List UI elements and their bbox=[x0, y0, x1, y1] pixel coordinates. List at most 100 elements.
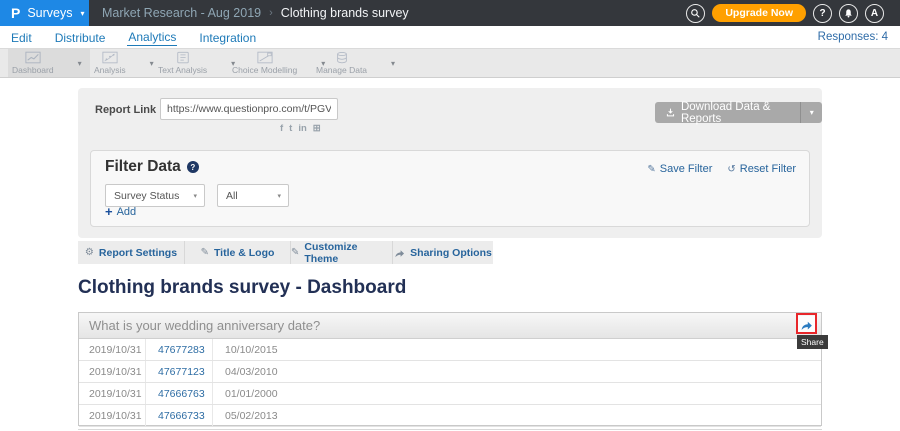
table-row: 2019/10/31 47677123 04/03/2010 bbox=[79, 361, 821, 383]
search-icon bbox=[691, 8, 700, 18]
tab-label: Title & Logo bbox=[213, 246, 275, 259]
tab-title-logo[interactable]: ✎ Title & Logo bbox=[185, 241, 291, 264]
dashboard-dropdown-caret[interactable]: ▾ bbox=[77, 58, 82, 68]
breadcrumb: Market Research - Aug 2019 › Clothing br… bbox=[102, 6, 409, 20]
avatar[interactable]: A bbox=[865, 3, 884, 23]
choice-modelling-dropdown-caret[interactable]: ▾ bbox=[321, 58, 326, 68]
response-id-link[interactable]: 47666733 bbox=[146, 405, 213, 426]
nav-tab-integration[interactable]: Integration bbox=[199, 30, 257, 45]
share-icon bbox=[395, 249, 405, 257]
chevron-down-icon: ▾ bbox=[80, 8, 85, 18]
toolbar-item-text-analysis[interactable]: Text Analysis ▾ bbox=[154, 49, 235, 77]
table-row: 2019/10/31 47666763 01/01/2000 bbox=[79, 383, 821, 405]
table-row: 2019/10/31 47666733 05/02/2013 bbox=[79, 405, 821, 427]
add-filter-label: Add bbox=[116, 205, 137, 218]
gear-icon: ⚙ bbox=[84, 247, 94, 258]
linkedin-icon[interactable]: in bbox=[298, 123, 307, 134]
search-button[interactable] bbox=[686, 3, 706, 23]
table-row: 2019/10/31 47677283 10/10/2015 bbox=[79, 339, 821, 361]
download-icon bbox=[666, 108, 675, 117]
scatter-chart-icon bbox=[102, 51, 118, 64]
upgrade-now-button[interactable]: Upgrade Now bbox=[712, 4, 806, 22]
reset-filter-label: Reset Filter bbox=[739, 163, 796, 175]
survey-status-select[interactable]: Survey Status ▾ bbox=[105, 184, 205, 207]
response-id-link[interactable]: 47666763 bbox=[146, 383, 213, 404]
facebook-icon[interactable]: f bbox=[280, 123, 284, 134]
response-id-link[interactable]: 47677123 bbox=[146, 361, 213, 382]
page-title: Clothing brands survey - Dashboard bbox=[78, 277, 407, 298]
nav-tab-distribute[interactable]: Distribute bbox=[54, 30, 106, 45]
question-panel: What is your wedding anniversary date? S… bbox=[78, 312, 828, 427]
notifications-button[interactable] bbox=[839, 3, 858, 23]
share-tooltip: Share bbox=[797, 335, 828, 349]
report-panel: Report Link f t in ⊞ Download Data & Rep… bbox=[78, 88, 822, 238]
download-data-reports-button[interactable]: Download Data & Reports ▾ bbox=[655, 100, 822, 125]
tab-sharing-options[interactable]: Sharing Options bbox=[393, 241, 493, 264]
filter-value-select[interactable]: All ▾ bbox=[217, 184, 289, 207]
plus-icon: + bbox=[105, 204, 113, 219]
analysis-dropdown-caret[interactable]: ▾ bbox=[149, 58, 154, 68]
bell-icon bbox=[845, 8, 852, 18]
nav-tab-analytics[interactable]: Analytics bbox=[127, 30, 178, 46]
report-settings-tabs: ⚙ Report Settings ✎ Title & Logo ✎ Custo… bbox=[78, 240, 493, 265]
surveys-product-menu[interactable]: P Surveys ▾ bbox=[0, 0, 89, 26]
top-bar: P Surveys ▾ Market Research - Aug 2019 ›… bbox=[0, 0, 900, 26]
filter-data-box: Filter Data ? ✎ Save Filter ↺ Reset Filt… bbox=[90, 150, 810, 227]
next-question-panel-edge bbox=[78, 429, 822, 431]
response-id-link[interactable]: 47677283 bbox=[146, 339, 213, 360]
toolbar-label: Text Analysis bbox=[158, 65, 208, 75]
edit-icon: ✎ bbox=[200, 247, 209, 258]
response-date-cell: 2019/10/31 bbox=[79, 339, 146, 360]
answer-cell: 05/02/2013 bbox=[225, 409, 278, 422]
report-link-label: Report Link bbox=[95, 104, 157, 116]
filter-data-title: Filter Data ? bbox=[105, 158, 199, 176]
text-analysis-dropdown-caret[interactable]: ▾ bbox=[231, 58, 236, 68]
answer-cell: 04/03/2010 bbox=[225, 365, 278, 378]
toolbar-item-choice-modelling[interactable]: Choice Modelling ▾ bbox=[228, 49, 325, 77]
toolbar-item-dashboard[interactable]: Dashboard ▾ bbox=[8, 49, 90, 77]
toolbar-item-analysis[interactable]: Analysis ▾ bbox=[90, 49, 154, 77]
nav-tab-edit[interactable]: Edit bbox=[11, 30, 32, 45]
response-date-cell: 2019/10/31 bbox=[79, 361, 146, 382]
analytics-toolbar: Dashboard ▾ Analysis ▾ bbox=[0, 48, 900, 78]
question-share-button[interactable] bbox=[798, 316, 815, 333]
question-title: What is your wedding anniversary date? bbox=[89, 318, 321, 333]
questionpro-logo: P bbox=[11, 5, 21, 21]
select-caret-icon: ▾ bbox=[277, 192, 281, 200]
toolbar-label: Choice Modelling bbox=[232, 65, 298, 75]
add-filter-link[interactable]: + Add bbox=[105, 205, 136, 218]
download-button-main: Download Data & Reports bbox=[655, 100, 800, 125]
embed-icon[interactable]: ⊞ bbox=[312, 123, 321, 134]
survey-nav: Edit Distribute Analytics Integration Re… bbox=[0, 26, 900, 48]
report-link-input[interactable] bbox=[160, 98, 338, 120]
tab-report-settings[interactable]: ⚙ Report Settings bbox=[78, 241, 185, 264]
answer-cell: 01/01/2000 bbox=[225, 387, 278, 400]
toolbar-item-manage-data[interactable]: Manage Data ▾ bbox=[312, 49, 395, 77]
share-icon bbox=[801, 321, 812, 330]
download-button-label: Download Data & Reports bbox=[680, 100, 771, 125]
filter-title-text: Filter Data bbox=[105, 158, 181, 175]
breadcrumb-survey: Clothing brands survey bbox=[280, 6, 409, 20]
topbar-actions: Upgrade Now ? A bbox=[686, 3, 900, 23]
save-filter-link[interactable]: ✎ Save Filter bbox=[647, 163, 712, 175]
survey-status-value: Survey Status bbox=[114, 189, 180, 202]
help-button[interactable]: ? bbox=[813, 3, 832, 23]
filter-actions: ✎ Save Filter ↺ Reset Filter bbox=[647, 163, 796, 175]
download-dropdown-caret[interactable]: ▾ bbox=[800, 102, 822, 123]
reset-icon: ↺ bbox=[727, 163, 736, 175]
breadcrumb-folder[interactable]: Market Research - Aug 2019 bbox=[102, 6, 262, 20]
edit-icon: ✎ bbox=[291, 247, 300, 258]
edit-icon: ✎ bbox=[647, 163, 656, 175]
toolbar-label: Manage Data bbox=[316, 65, 368, 75]
reset-filter-link[interactable]: ↺ Reset Filter bbox=[727, 163, 796, 175]
tab-customize-theme[interactable]: ✎ Customize Theme bbox=[291, 240, 393, 265]
twitter-icon[interactable]: t bbox=[289, 123, 293, 134]
manage-data-dropdown-caret[interactable]: ▾ bbox=[391, 58, 396, 68]
line-chart-icon bbox=[25, 51, 41, 64]
response-date-cell: 2019/10/31 bbox=[79, 405, 146, 426]
tab-label: Customize Theme bbox=[304, 240, 358, 265]
product-label: Surveys bbox=[27, 6, 73, 20]
document-icon bbox=[176, 51, 189, 64]
question-header: What is your wedding anniversary date? bbox=[79, 313, 821, 339]
filter-help-icon[interactable]: ? bbox=[186, 161, 199, 173]
